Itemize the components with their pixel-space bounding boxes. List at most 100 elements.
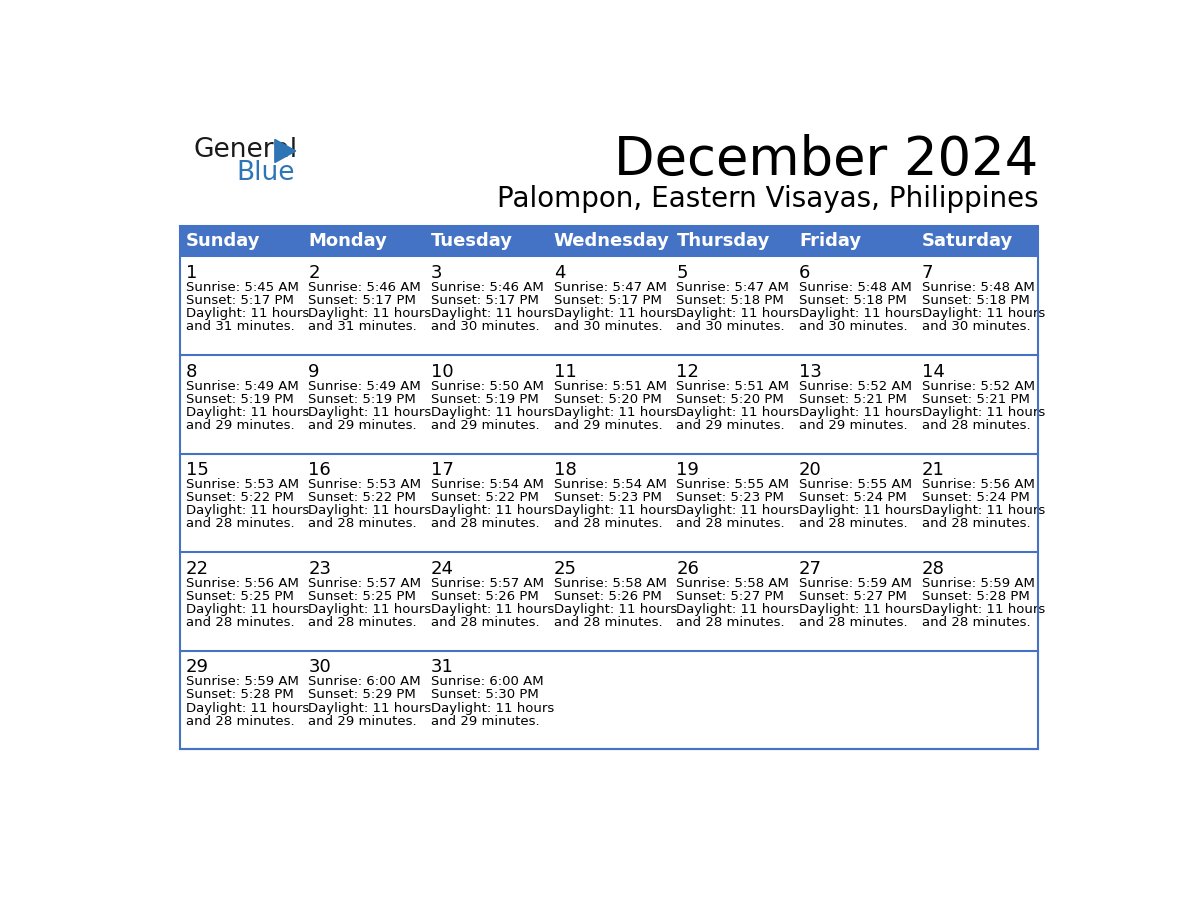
Text: Sunset: 5:17 PM: Sunset: 5:17 PM — [431, 294, 539, 308]
Text: Sunrise: 5:51 AM: Sunrise: 5:51 AM — [554, 380, 666, 393]
Text: and 28 minutes.: and 28 minutes. — [800, 616, 908, 629]
Text: Daylight: 11 hours: Daylight: 11 hours — [922, 308, 1045, 320]
Text: 17: 17 — [431, 461, 454, 479]
Text: Sunrise: 5:46 AM: Sunrise: 5:46 AM — [431, 281, 544, 294]
Text: Sunrise: 5:48 AM: Sunrise: 5:48 AM — [922, 281, 1035, 294]
Text: Sunset: 5:20 PM: Sunset: 5:20 PM — [676, 393, 784, 406]
Text: Sunset: 5:18 PM: Sunset: 5:18 PM — [800, 294, 906, 308]
Text: and 28 minutes.: and 28 minutes. — [800, 518, 908, 531]
Text: Sunset: 5:25 PM: Sunset: 5:25 PM — [185, 590, 293, 603]
Text: Sunrise: 5:47 AM: Sunrise: 5:47 AM — [676, 281, 789, 294]
Text: and 30 minutes.: and 30 minutes. — [922, 320, 1030, 333]
Text: Sunrise: 5:59 AM: Sunrise: 5:59 AM — [185, 676, 298, 688]
Text: 12: 12 — [676, 363, 700, 381]
Text: 29: 29 — [185, 658, 209, 677]
Text: Sunset: 5:26 PM: Sunset: 5:26 PM — [431, 590, 539, 603]
Text: and 30 minutes.: and 30 minutes. — [554, 320, 663, 333]
Text: Sunrise: 5:45 AM: Sunrise: 5:45 AM — [185, 281, 298, 294]
Text: Daylight: 11 hours: Daylight: 11 hours — [676, 504, 800, 518]
Text: Thursday: Thursday — [676, 232, 770, 250]
Text: Daylight: 11 hours: Daylight: 11 hours — [554, 504, 677, 518]
Text: Sunrise: 5:59 AM: Sunrise: 5:59 AM — [922, 577, 1035, 589]
Text: Daylight: 11 hours: Daylight: 11 hours — [185, 406, 309, 419]
Text: Daylight: 11 hours: Daylight: 11 hours — [676, 406, 800, 419]
Text: 31: 31 — [431, 658, 454, 677]
Text: December 2024: December 2024 — [614, 134, 1038, 186]
Text: Sunrise: 5:56 AM: Sunrise: 5:56 AM — [185, 577, 298, 589]
Text: and 29 minutes.: and 29 minutes. — [554, 419, 663, 432]
Text: and 29 minutes.: and 29 minutes. — [431, 714, 539, 728]
Text: Sunrise: 6:00 AM: Sunrise: 6:00 AM — [309, 676, 421, 688]
Text: General: General — [194, 137, 297, 163]
Text: and 28 minutes.: and 28 minutes. — [185, 714, 295, 728]
Text: Sunrise: 5:57 AM: Sunrise: 5:57 AM — [309, 577, 422, 589]
Text: Sunset: 5:22 PM: Sunset: 5:22 PM — [309, 491, 416, 504]
Text: Daylight: 11 hours: Daylight: 11 hours — [431, 504, 555, 518]
Text: and 29 minutes.: and 29 minutes. — [676, 419, 785, 432]
Text: 5: 5 — [676, 264, 688, 282]
Text: 18: 18 — [554, 461, 576, 479]
Text: 13: 13 — [800, 363, 822, 381]
Text: Sunset: 5:21 PM: Sunset: 5:21 PM — [922, 393, 1030, 406]
Text: Sunset: 5:21 PM: Sunset: 5:21 PM — [800, 393, 906, 406]
Bar — [179, 226, 1038, 256]
Text: Sunset: 5:18 PM: Sunset: 5:18 PM — [922, 294, 1030, 308]
Text: Sunset: 5:26 PM: Sunset: 5:26 PM — [554, 590, 662, 603]
Text: Wednesday: Wednesday — [554, 232, 670, 250]
Text: Sunrise: 5:50 AM: Sunrise: 5:50 AM — [431, 380, 544, 393]
Text: and 29 minutes.: and 29 minutes. — [800, 419, 908, 432]
Text: Sunset: 5:22 PM: Sunset: 5:22 PM — [431, 491, 539, 504]
Text: Daylight: 11 hours: Daylight: 11 hours — [431, 701, 555, 714]
Text: Sunrise: 5:53 AM: Sunrise: 5:53 AM — [185, 478, 298, 491]
Text: Daylight: 11 hours: Daylight: 11 hours — [185, 308, 309, 320]
Text: Daylight: 11 hours: Daylight: 11 hours — [309, 603, 431, 616]
Text: Daylight: 11 hours: Daylight: 11 hours — [676, 603, 800, 616]
Text: 19: 19 — [676, 461, 700, 479]
Text: 15: 15 — [185, 461, 209, 479]
Text: and 31 minutes.: and 31 minutes. — [309, 320, 417, 333]
Text: and 30 minutes.: and 30 minutes. — [800, 320, 908, 333]
Bar — [179, 355, 1038, 453]
Text: Daylight: 11 hours: Daylight: 11 hours — [309, 504, 431, 518]
Bar — [179, 552, 1038, 651]
Text: Sunset: 5:20 PM: Sunset: 5:20 PM — [554, 393, 662, 406]
Text: 9: 9 — [309, 363, 320, 381]
Text: Daylight: 11 hours: Daylight: 11 hours — [185, 603, 309, 616]
Text: Sunday: Sunday — [185, 232, 260, 250]
Text: Sunrise: 5:59 AM: Sunrise: 5:59 AM — [800, 577, 912, 589]
Text: Sunset: 5:24 PM: Sunset: 5:24 PM — [922, 491, 1030, 504]
Text: Daylight: 11 hours: Daylight: 11 hours — [800, 504, 922, 518]
Text: Daylight: 11 hours: Daylight: 11 hours — [800, 406, 922, 419]
Text: 21: 21 — [922, 461, 944, 479]
Text: Sunset: 5:28 PM: Sunset: 5:28 PM — [185, 688, 293, 701]
Text: and 28 minutes.: and 28 minutes. — [676, 518, 785, 531]
Text: and 28 minutes.: and 28 minutes. — [309, 616, 417, 629]
Text: Friday: Friday — [800, 232, 861, 250]
Text: Daylight: 11 hours: Daylight: 11 hours — [800, 603, 922, 616]
Text: Palompon, Eastern Visayas, Philippines: Palompon, Eastern Visayas, Philippines — [497, 185, 1038, 213]
Text: Sunrise: 5:54 AM: Sunrise: 5:54 AM — [431, 478, 544, 491]
Text: Daylight: 11 hours: Daylight: 11 hours — [554, 308, 677, 320]
Text: Daylight: 11 hours: Daylight: 11 hours — [309, 406, 431, 419]
Text: Sunrise: 5:51 AM: Sunrise: 5:51 AM — [676, 380, 789, 393]
Text: Sunset: 5:29 PM: Sunset: 5:29 PM — [309, 688, 416, 701]
Text: Sunset: 5:17 PM: Sunset: 5:17 PM — [554, 294, 662, 308]
Text: Sunset: 5:19 PM: Sunset: 5:19 PM — [309, 393, 416, 406]
Text: Monday: Monday — [309, 232, 387, 250]
Text: and 28 minutes.: and 28 minutes. — [922, 518, 1030, 531]
Text: and 28 minutes.: and 28 minutes. — [185, 518, 295, 531]
Text: and 28 minutes.: and 28 minutes. — [554, 616, 663, 629]
Text: Sunset: 5:25 PM: Sunset: 5:25 PM — [309, 590, 416, 603]
Text: Sunrise: 5:53 AM: Sunrise: 5:53 AM — [309, 478, 422, 491]
Text: 3: 3 — [431, 264, 443, 282]
Text: Sunrise: 5:54 AM: Sunrise: 5:54 AM — [554, 478, 666, 491]
Text: Sunrise: 5:58 AM: Sunrise: 5:58 AM — [676, 577, 789, 589]
Text: Sunrise: 5:49 AM: Sunrise: 5:49 AM — [185, 380, 298, 393]
Text: Sunset: 5:30 PM: Sunset: 5:30 PM — [431, 688, 539, 701]
Text: Sunrise: 5:52 AM: Sunrise: 5:52 AM — [800, 380, 912, 393]
Bar — [179, 453, 1038, 552]
Text: 16: 16 — [309, 461, 331, 479]
Text: Daylight: 11 hours: Daylight: 11 hours — [800, 308, 922, 320]
Text: 7: 7 — [922, 264, 934, 282]
Text: Daylight: 11 hours: Daylight: 11 hours — [309, 308, 431, 320]
